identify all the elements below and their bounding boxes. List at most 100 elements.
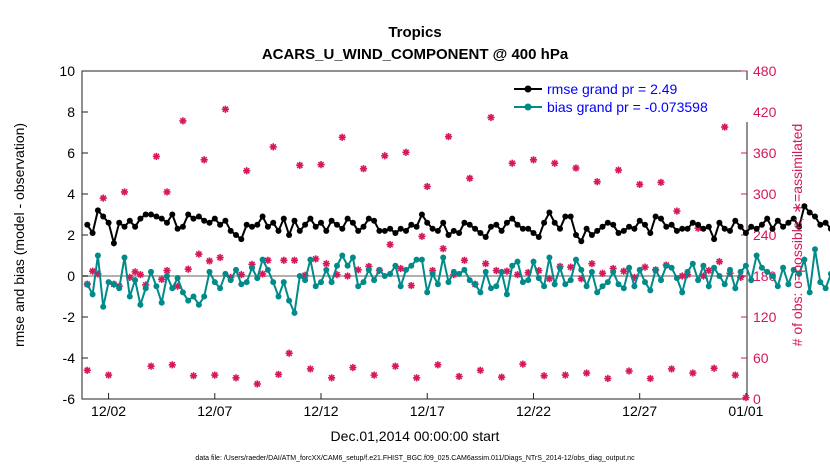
rmse-point bbox=[748, 223, 755, 230]
obs-stroke bbox=[503, 268, 511, 275]
rmse-point bbox=[647, 230, 654, 236]
obs-count-point bbox=[413, 374, 421, 382]
obs-stroke bbox=[641, 263, 649, 271]
obs-stroke bbox=[232, 374, 240, 381]
y-tick-label: -2 bbox=[63, 309, 76, 325]
x-tick-label: 12/22 bbox=[516, 403, 551, 419]
rmse-point bbox=[249, 223, 255, 230]
rmse-point bbox=[780, 223, 787, 230]
rmse-point bbox=[525, 225, 532, 232]
bias-point bbox=[493, 283, 500, 290]
bias-point bbox=[796, 270, 803, 277]
rmse-point bbox=[259, 213, 266, 220]
bias-point bbox=[780, 264, 787, 271]
obs-count-point bbox=[168, 361, 176, 369]
bias-point bbox=[711, 264, 718, 271]
bias-point bbox=[461, 266, 468, 273]
bias-point bbox=[551, 281, 558, 288]
obs-stroke bbox=[307, 365, 314, 373]
obs-stroke bbox=[418, 233, 426, 240]
obs-count-point bbox=[296, 161, 304, 169]
bias-point bbox=[100, 303, 107, 310]
bias-point bbox=[742, 262, 749, 269]
bias-point bbox=[695, 277, 702, 284]
obs-count-point bbox=[402, 148, 410, 156]
bias-point bbox=[429, 270, 436, 277]
bias-point bbox=[658, 277, 664, 284]
obs-stroke bbox=[498, 373, 505, 381]
bias-point bbox=[434, 281, 441, 288]
obs-count-point bbox=[529, 156, 538, 164]
obs-count-point bbox=[439, 245, 447, 253]
bias-point bbox=[525, 277, 532, 284]
obs-count-point bbox=[120, 188, 129, 196]
obs-count-point bbox=[455, 372, 463, 381]
bias-point bbox=[397, 283, 404, 290]
obs-count-point bbox=[312, 255, 320, 263]
y-right-tick-label: 480 bbox=[753, 63, 777, 79]
bias-point bbox=[217, 285, 224, 292]
rmse-point bbox=[509, 215, 516, 222]
obs-stroke bbox=[397, 265, 404, 272]
obs-count-point bbox=[646, 374, 654, 383]
rmse-point bbox=[84, 221, 91, 228]
obs-stroke bbox=[673, 207, 681, 215]
rmse-point bbox=[323, 227, 330, 234]
rmse-point bbox=[270, 219, 277, 226]
bias-point bbox=[227, 277, 234, 284]
obs-stroke bbox=[647, 375, 654, 382]
obs-stroke bbox=[732, 371, 739, 379]
obs-stroke bbox=[238, 271, 245, 278]
bias-point bbox=[774, 283, 781, 290]
obs-stroke bbox=[153, 153, 160, 160]
obs-stroke bbox=[625, 367, 633, 375]
obs-stroke bbox=[636, 181, 643, 188]
obs-stroke bbox=[519, 360, 527, 368]
obs-stroke bbox=[285, 350, 293, 357]
obs-stroke bbox=[259, 270, 266, 278]
bias-point bbox=[376, 266, 383, 273]
bias-point bbox=[360, 279, 367, 286]
obs-stroke bbox=[147, 363, 155, 370]
rmse-point bbox=[573, 232, 579, 238]
bias-point bbox=[158, 299, 165, 306]
obs-stroke bbox=[588, 260, 596, 267]
bias-point bbox=[302, 277, 309, 284]
rmse-point bbox=[392, 230, 399, 236]
obs-stroke bbox=[312, 255, 319, 263]
obs-stroke bbox=[275, 371, 282, 378]
obs-stroke bbox=[381, 152, 388, 159]
obs-stroke bbox=[509, 160, 516, 167]
bias-point bbox=[663, 262, 670, 269]
rmse-point bbox=[195, 213, 202, 220]
rmse-point bbox=[785, 219, 792, 226]
bias-point bbox=[578, 266, 585, 273]
rmse-point bbox=[280, 215, 287, 222]
bias-point bbox=[721, 281, 728, 288]
rmse-point bbox=[397, 225, 404, 232]
rmse-point bbox=[418, 211, 425, 218]
bias-point bbox=[169, 285, 176, 292]
obs-count-point bbox=[136, 271, 145, 279]
bias-point bbox=[530, 258, 537, 265]
rmse-point bbox=[737, 223, 744, 230]
rmse-point bbox=[318, 219, 324, 226]
rmse-point bbox=[642, 221, 648, 228]
rmse-point bbox=[610, 221, 617, 228]
rmse-point bbox=[408, 221, 415, 228]
rmse-point bbox=[307, 215, 314, 222]
obs-count-point bbox=[211, 371, 219, 379]
rmse-point bbox=[153, 213, 160, 220]
obs-count-point bbox=[269, 143, 277, 151]
obs-stroke bbox=[121, 188, 128, 196]
bias-point bbox=[307, 256, 314, 263]
rmse-point bbox=[695, 221, 702, 228]
rmse-point bbox=[557, 225, 563, 232]
obs-count-point bbox=[476, 366, 484, 374]
obs-count-point bbox=[620, 267, 628, 275]
rmse-point bbox=[206, 219, 213, 226]
obs-count-point bbox=[391, 362, 399, 370]
plot-area: -6-4-2024681006012018024030036042048012/… bbox=[59, 63, 830, 419]
rmse-point bbox=[472, 225, 479, 232]
rmse-point bbox=[620, 227, 627, 234]
